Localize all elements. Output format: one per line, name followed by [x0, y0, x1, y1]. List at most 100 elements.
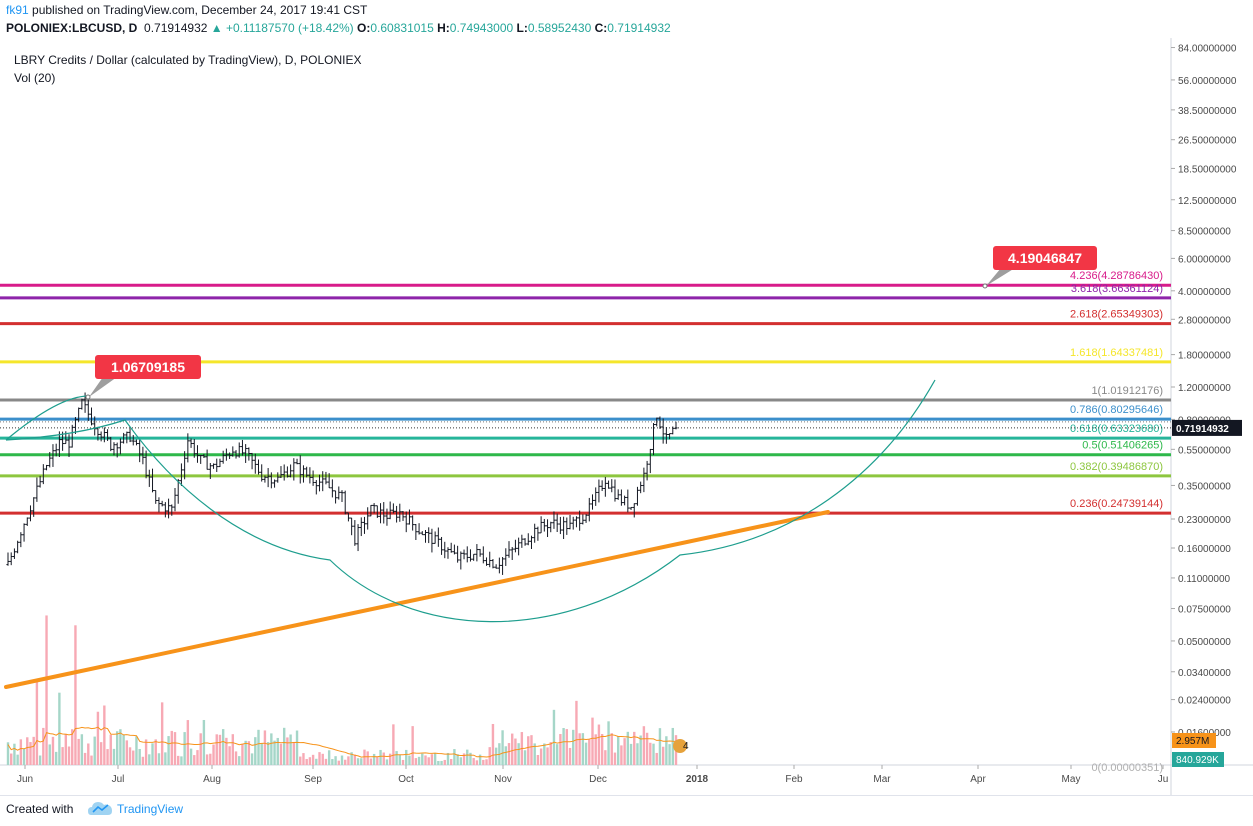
ohlc-bar: [282, 464, 286, 481]
ohlc-bar: [574, 516, 579, 528]
volume-bar: [504, 746, 507, 765]
volume-bars: [6, 615, 678, 765]
ohlc-bar: [234, 450, 238, 459]
ohlc-bar: [266, 468, 270, 488]
volume-bar: [228, 746, 231, 765]
ohlc-bar: [398, 503, 402, 522]
price-chart[interactable]: 4.236(4.28786430)3.618(3.66361124) 2.618(…: [0, 38, 1253, 795]
ohlc-bar: [404, 511, 408, 533]
ohlc-bar: [549, 521, 553, 533]
ohlc-bar: [199, 454, 203, 464]
callout-pointer: [89, 377, 117, 397]
ohlc-bar: [202, 453, 206, 459]
volume-bar: [154, 739, 157, 765]
ohlc-bar: [38, 475, 42, 488]
volume-bar: [295, 730, 299, 765]
volume-bar: [385, 759, 389, 765]
volume-bar: [209, 753, 212, 765]
time-tick-label: Aug: [203, 774, 221, 785]
price-tick-label: 56.00000000: [1178, 76, 1237, 87]
volume-bar: [414, 758, 418, 765]
ohlc-bar: [195, 445, 200, 463]
tradingview-brand-link[interactable]: TradingView: [117, 802, 184, 816]
volume-bar: [38, 755, 42, 765]
volume-bar: [42, 727, 45, 765]
volume-bar: [376, 756, 379, 765]
author-link[interactable]: fk91: [6, 3, 29, 17]
volume-bar: [433, 753, 437, 765]
ohlc-bar: [671, 426, 675, 435]
ohlc-bar: [385, 508, 389, 526]
volume-bar: [254, 737, 257, 765]
ohlc-bar: [19, 532, 23, 548]
ohlc-bar: [138, 439, 142, 463]
volume-bar: [408, 755, 411, 765]
ohlc-bar: [189, 438, 193, 448]
created-with-text: Created with: [6, 802, 74, 816]
ohlc-bar: [70, 424, 74, 448]
volume-bar: [299, 756, 302, 765]
price-bars: [6, 392, 678, 575]
volume-bar: [305, 758, 308, 765]
volume-bar: [536, 754, 540, 765]
volume-bar: [543, 743, 546, 765]
volume-bar: [71, 729, 74, 765]
ohlc-bar: [144, 450, 148, 479]
high-value: 0.74943000: [449, 21, 514, 35]
published-text: published on TradingView.com, December 2…: [32, 3, 368, 17]
volume-bar: [555, 744, 559, 765]
ohlc-bar: [443, 541, 447, 559]
ohlc-bar: [526, 533, 530, 546]
ohlc-bar: [272, 479, 277, 488]
volume-bar: [331, 759, 334, 765]
ohlc-bar: [125, 431, 129, 444]
volume-bar: [99, 742, 103, 765]
ohlc-bar: [391, 503, 395, 514]
volume-bar: [379, 749, 382, 765]
volume-bar: [115, 731, 119, 765]
ohlc-bar: [99, 431, 103, 442]
volume-bar: [453, 749, 456, 765]
volume-bar: [321, 753, 324, 765]
chart-header: fk91 published on TradingView.com, Decem…: [0, 0, 1253, 38]
ohlc-bar: [423, 529, 428, 543]
volume-bar: [645, 732, 649, 765]
price-tick-label: 0.35000000: [1178, 481, 1231, 492]
ohlc-bar: [211, 463, 216, 469]
drawings: 4.19046847 1.06709185 4: [4, 246, 1097, 753]
ohlc-bar: [327, 473, 331, 489]
volume-bar: [186, 720, 190, 765]
ohlc-bar: [369, 504, 373, 517]
volume-bar: [494, 747, 498, 765]
ohlc-bar: [407, 509, 412, 525]
ohlc-bar: [401, 510, 405, 521]
ohlc-bar: [504, 548, 508, 566]
close-label: C:: [594, 21, 608, 35]
volume-bar: [421, 753, 424, 765]
volume-bar: [141, 756, 145, 765]
callout-anchor: [85, 394, 91, 400]
volume-bar: [318, 752, 321, 765]
ohlc-bar: [51, 444, 55, 467]
volume-bar: [51, 736, 55, 765]
ohlc-bar: [417, 523, 421, 535]
volume-bar: [350, 752, 353, 765]
price-tick-label: 0.11000000: [1178, 574, 1231, 585]
ohlc-bar: [122, 432, 126, 444]
ohlc-bar: [183, 451, 187, 480]
ohlc-bar: [337, 486, 341, 500]
volume-label: 840.929K: [1176, 755, 1219, 766]
ohlc-bar: [330, 479, 334, 498]
volume-bar: [344, 759, 347, 765]
volume-bar: [6, 742, 10, 765]
price-tick-label: 0.16000000: [1178, 544, 1231, 555]
ohlc-bar: [648, 448, 652, 474]
volume-bar: [311, 754, 315, 765]
volume-bar: [48, 744, 51, 765]
volume-bar: [559, 734, 562, 765]
ohlc-bar: [658, 416, 662, 429]
ohlc-bar: [112, 442, 116, 456]
volume-bar: [132, 750, 135, 765]
ohlc-bar: [321, 471, 325, 492]
fib-label: 1(1.01912176): [1091, 385, 1163, 397]
